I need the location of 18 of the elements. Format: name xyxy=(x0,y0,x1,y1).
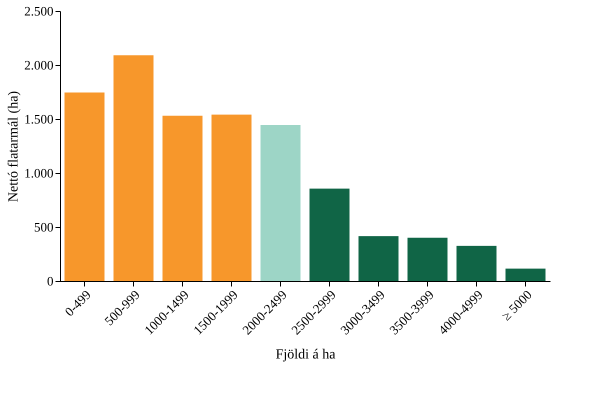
x-axis-title: Fjöldi á ha xyxy=(276,348,336,363)
bar xyxy=(212,114,252,281)
bar xyxy=(162,116,202,281)
y-tick-label: 2.500 xyxy=(24,4,54,18)
bar xyxy=(408,238,448,281)
y-axis-title: Nettó flatarmál (ha) xyxy=(6,90,22,202)
y-tick-label: 1.500 xyxy=(24,112,54,126)
bar xyxy=(506,268,546,281)
bar xyxy=(114,55,154,281)
bar xyxy=(310,188,350,281)
y-tick-label: 2.000 xyxy=(24,58,54,72)
y-tick-label: 1.000 xyxy=(24,166,54,180)
bar xyxy=(64,92,104,281)
bar xyxy=(358,236,398,281)
y-tick-label: 0 xyxy=(47,274,54,288)
y-tick-label: 500 xyxy=(34,220,54,234)
bar xyxy=(456,246,496,281)
bar xyxy=(260,124,300,281)
